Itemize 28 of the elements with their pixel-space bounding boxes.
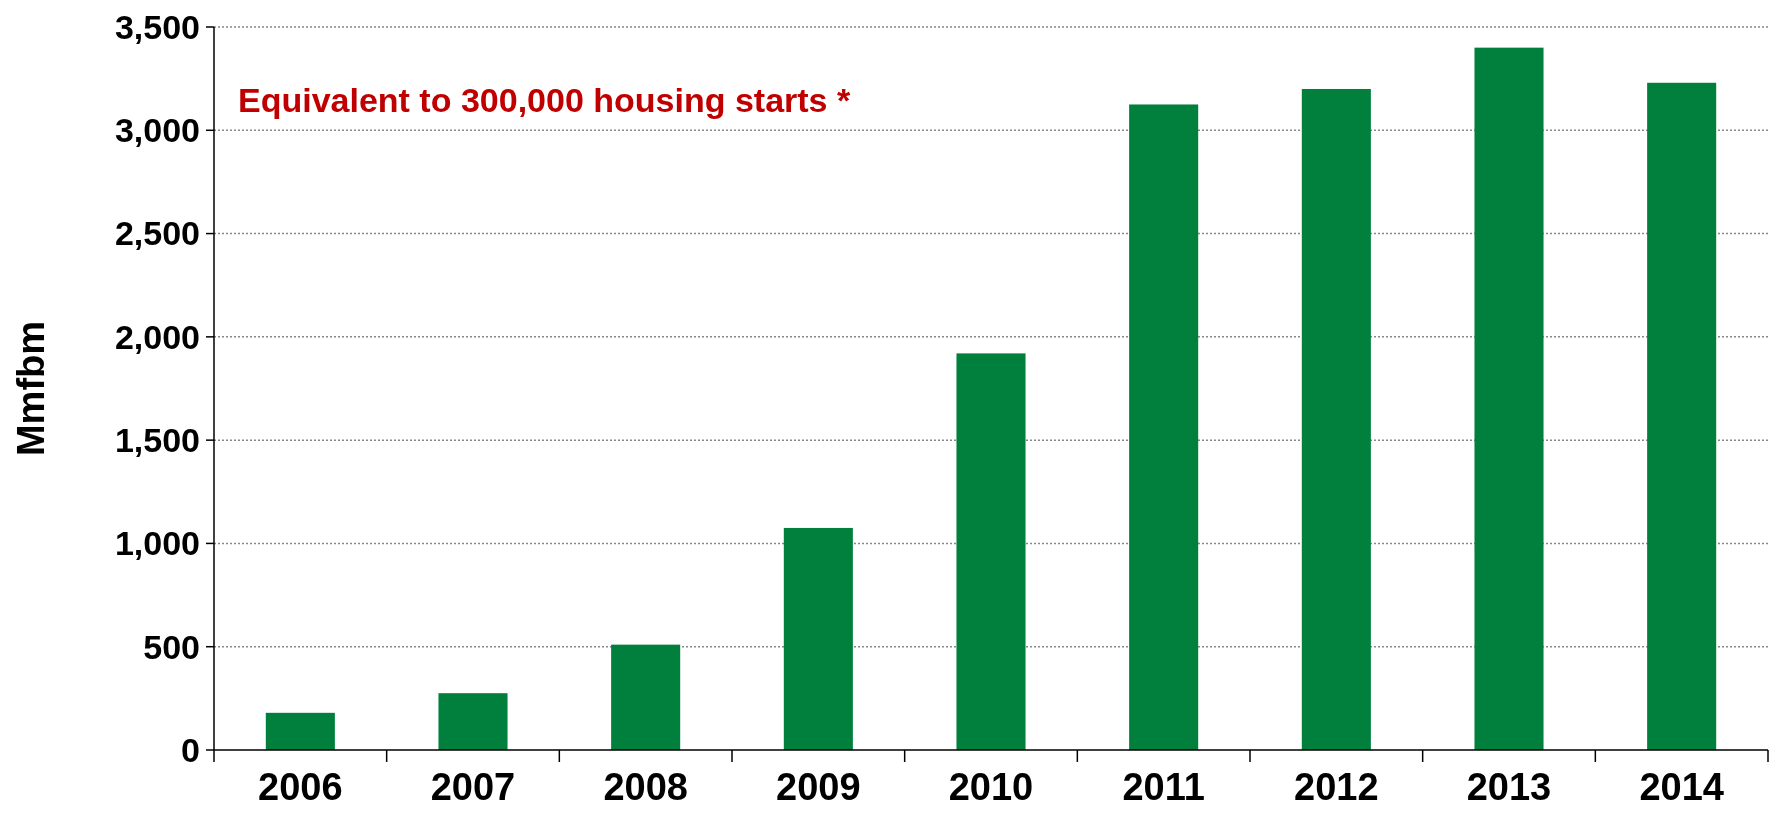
x-tick-label: 2011 xyxy=(1122,766,1205,808)
y-tick-label: 2,500 xyxy=(114,214,200,253)
bar xyxy=(1647,82,1717,750)
y-tick-label: 1,000 xyxy=(114,524,200,563)
y-tick-label: 3,500 xyxy=(114,7,200,46)
x-tick-label: 2014 xyxy=(1639,766,1724,808)
x-tick-label: 2008 xyxy=(603,766,688,808)
bar xyxy=(1474,47,1544,750)
bar xyxy=(438,693,508,750)
bar xyxy=(265,712,335,750)
x-tick-label: 2007 xyxy=(430,766,516,808)
bar xyxy=(956,353,1026,750)
x-tick-label: 2009 xyxy=(776,766,861,808)
bar xyxy=(611,644,681,750)
y-tick-label: 500 xyxy=(143,627,200,666)
y-tick-label: 3,000 xyxy=(114,111,200,150)
bar xyxy=(783,527,853,750)
y-tick-label: 2,000 xyxy=(114,317,200,356)
annotation: Equivalent to 300,000 housing starts * xyxy=(238,81,851,119)
y-tick-label: 1,500 xyxy=(114,421,200,460)
bar xyxy=(1129,104,1199,750)
y-axis-title: Mmfbm xyxy=(10,320,52,457)
y-tick-label: 0 xyxy=(181,730,200,769)
x-tick-label: 2013 xyxy=(1466,766,1552,808)
x-tick-label: 2012 xyxy=(1294,766,1379,808)
x-tick-label: 2010 xyxy=(948,766,1034,808)
x-tick-label: 2006 xyxy=(258,766,343,808)
bar xyxy=(1301,88,1371,750)
